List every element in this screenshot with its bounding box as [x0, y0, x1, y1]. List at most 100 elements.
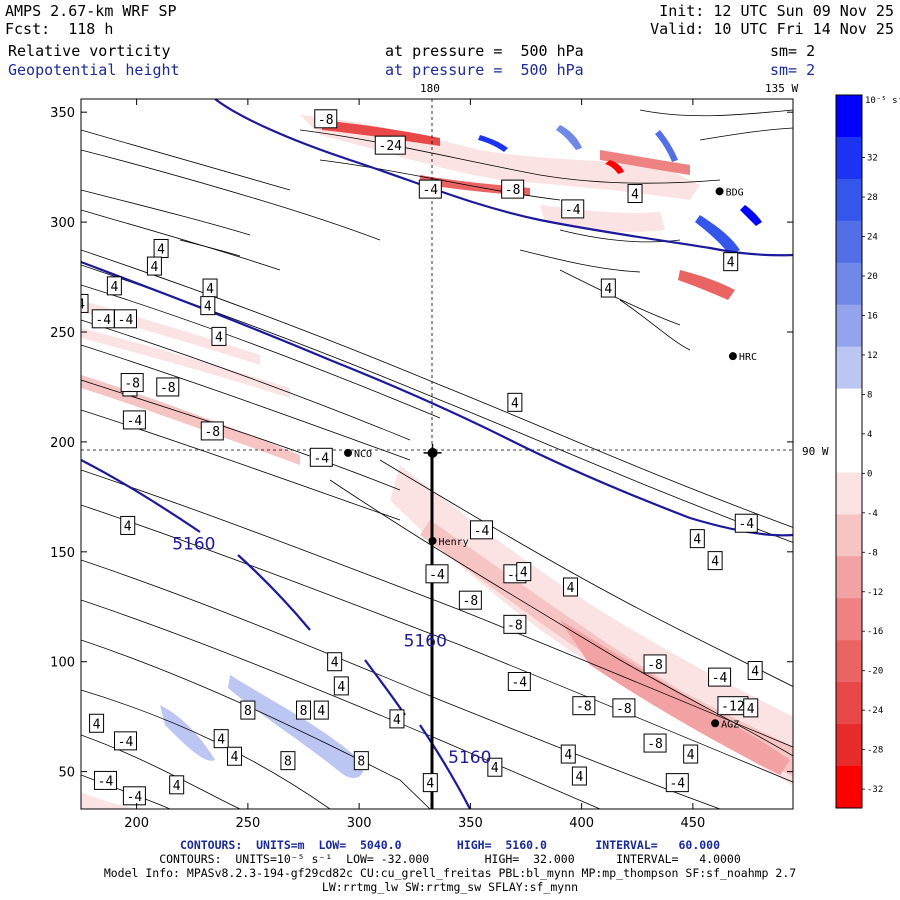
contour-label-box: [374, 135, 406, 155]
contour-label: 4: [211, 326, 227, 346]
contour-label: -8: [120, 373, 144, 393]
y-tick-label: 350: [50, 106, 75, 121]
footer-vorticity-contours: CONTOURS: UNITS=10⁻⁵ s⁻¹ LOW= -32.000 HI…: [159, 852, 741, 866]
contour-label: 8: [296, 700, 311, 720]
contour-label-text: 4: [631, 188, 639, 203]
contour-label-text: -8: [463, 594, 479, 609]
contour-label-box: [683, 744, 699, 764]
contour-label-text: -4: [669, 777, 685, 792]
contour-label-box: [146, 256, 162, 276]
contour-label-text: -4: [118, 313, 134, 328]
station-dot: [344, 448, 352, 457]
colorbar-label: -20: [867, 667, 883, 677]
contour-label-text: 8: [284, 755, 292, 770]
y-tick-label: 200: [50, 436, 75, 451]
contour-label-text: 4: [393, 713, 401, 728]
contour-label-text: 8: [244, 704, 252, 719]
station-name: AGZ: [721, 719, 739, 730]
contour-label-box: [211, 326, 227, 346]
colorbar-segment: [836, 178, 862, 222]
contour-label: 4: [202, 278, 218, 298]
contour-label-box: [571, 766, 587, 786]
station-markers: NCO Henry HRC AGZ BDG: [344, 187, 757, 730]
contour-label: 4: [89, 713, 105, 733]
contour-label-text: 4: [564, 748, 572, 763]
station-bdg: BDG: [715, 187, 744, 198]
contour-label-text: -4: [127, 414, 143, 429]
contour-label: 4: [600, 278, 616, 298]
contour-label-text: 4: [215, 330, 223, 345]
contour-label-text: 4: [231, 750, 239, 765]
lon-label-180: 180: [420, 82, 440, 95]
contour-label: 4: [389, 709, 405, 729]
station-hrc: HRC: [728, 352, 757, 363]
contour-label-box: [122, 786, 146, 806]
contour-label: 4: [81, 293, 89, 313]
contour-label-box: [280, 751, 296, 771]
height-contour-label: 5160: [172, 535, 215, 555]
contour-label: -4: [507, 672, 531, 692]
contour-label-text: 4: [747, 702, 755, 717]
contour-label-box: [389, 709, 405, 729]
station-agz: AGZ: [711, 719, 739, 730]
axis-ticks: 200 250 300 350 400 450 50 100 150 200 250 300 350: [50, 99, 793, 831]
contour-label: 4: [747, 661, 763, 681]
contour-label-box: [561, 199, 585, 219]
colorbar-frame: [835, 94, 863, 809]
colorbar-label: 0: [867, 469, 872, 479]
colorbar-segment: [836, 724, 862, 767]
colorbar-segment: [836, 136, 862, 180]
contour-label-box: [723, 252, 739, 272]
colorbar-label: 16: [867, 311, 878, 321]
contour-label-box: [120, 515, 136, 535]
contour-label-box: [93, 770, 117, 790]
contour-label: 4: [743, 698, 759, 718]
contour-label-text: 4: [520, 566, 528, 581]
contour-label-text: -8: [616, 702, 632, 717]
colorbar-label: -4: [867, 509, 878, 519]
height-contour-label: 5160: [404, 631, 447, 651]
colorbar-label: -8: [867, 548, 878, 558]
contour-label: 4: [120, 515, 136, 535]
plot-frame: [80, 98, 794, 810]
contour-label-text: 4: [511, 396, 519, 411]
y-tick-label: 100: [50, 656, 75, 671]
contour-label-text: 4: [206, 282, 214, 297]
contour-label-text: 4: [331, 656, 339, 671]
contour-label: -4: [470, 520, 493, 540]
contour-label-text: 4: [204, 300, 212, 315]
contour-label-box: [743, 698, 759, 718]
contour-label-text: -4: [474, 524, 490, 539]
x-tick-label: 350: [458, 816, 483, 831]
footer-height-contours: CONTOURS: UNITS=m LOW= 5040.0 HIGH= 5160…: [179, 838, 721, 852]
contour-label-text: 4: [110, 280, 118, 295]
contour-label: 4: [487, 757, 503, 777]
height-contour-label: 5160: [448, 748, 491, 768]
contour-label-box: [122, 410, 146, 430]
contour-label-box: [665, 773, 689, 793]
contour-label-text: -8: [576, 700, 592, 715]
colorbar-label: 20: [867, 272, 878, 282]
contour-label: 8: [240, 700, 256, 720]
contour-label: 4: [683, 744, 699, 764]
contour-label: 4: [563, 577, 578, 597]
x-tick-label: 400: [569, 816, 594, 831]
contour-label-text: -4: [738, 517, 754, 532]
contour-label: 4: [200, 296, 216, 316]
colorbar-label: 8: [867, 390, 872, 400]
footer-model-info-2: LW:rrtmg_lw SW:rrtmg_sw SFLAY:sf_mynn: [321, 880, 579, 894]
colorbar-segment: [836, 514, 862, 557]
contour-label: -4: [734, 513, 758, 533]
colorbar-segment: [836, 346, 862, 390]
map-field-layer: -8-24-4-8444444-4-444-8-8-4-8-444-4444-4…: [81, 99, 793, 809]
colorbar-segment: [836, 556, 862, 599]
contour-label: -4: [91, 309, 115, 329]
contour-label-text: 4: [711, 555, 719, 570]
field2-level: at pressure = 500 hPa: [385, 61, 584, 79]
contour-label: 4: [327, 652, 343, 672]
contour-label-box: [156, 377, 180, 397]
field2-name: Geopotential height: [8, 61, 180, 79]
contour-label-box: [240, 700, 256, 720]
contour-label: -4: [114, 731, 137, 751]
contour-label-box: [501, 179, 525, 199]
